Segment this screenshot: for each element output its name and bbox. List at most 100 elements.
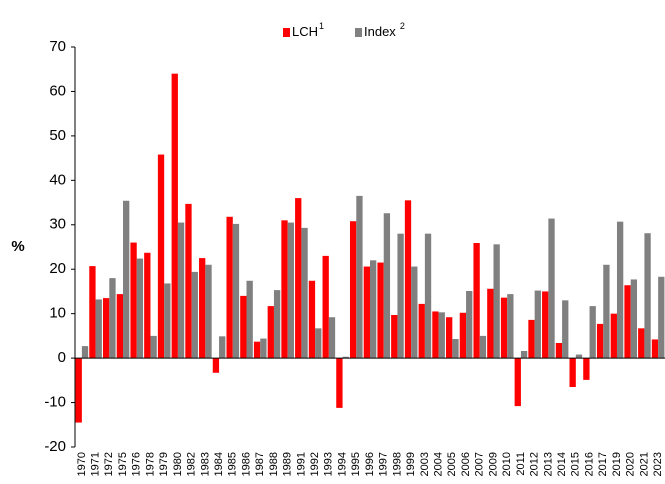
- bar: [308, 280, 316, 359]
- x-tick-label: 1980: [172, 452, 184, 476]
- bar: [520, 351, 528, 359]
- bar: [328, 317, 336, 359]
- bar: [569, 358, 576, 387]
- bar: [164, 283, 171, 359]
- y-tick-label: -20: [44, 438, 66, 455]
- x-tick-label: 2017: [597, 452, 609, 476]
- x-tick-label: 1984: [213, 452, 225, 476]
- x-tick-label: 1991: [295, 452, 307, 476]
- bar: [136, 258, 144, 359]
- x-tick-label: 1992: [309, 452, 321, 476]
- x-tick-label: 1971: [89, 452, 101, 476]
- x-tick-label: 1994: [336, 452, 348, 476]
- bar: [500, 297, 508, 359]
- bar: [651, 339, 659, 359]
- bar: [438, 312, 445, 359]
- bar: [185, 203, 192, 359]
- y-tick-label: 60: [49, 82, 66, 99]
- bar: [287, 222, 294, 359]
- bar: [102, 298, 110, 359]
- bar: [404, 200, 412, 359]
- y-tick-label: 50: [49, 127, 66, 144]
- bar: [205, 264, 212, 359]
- bar: [411, 266, 418, 359]
- bar: [301, 227, 308, 359]
- bar: [171, 73, 178, 359]
- legend-label: LCH1: [292, 21, 324, 39]
- x-tick-label: 1976: [131, 452, 143, 476]
- bar: [267, 306, 274, 359]
- bar: [191, 271, 198, 359]
- bar: [391, 315, 398, 359]
- bar: [232, 223, 240, 359]
- bar: [514, 358, 521, 407]
- bar: [630, 279, 638, 359]
- bar: [596, 323, 604, 359]
- y-tick-label: 0: [58, 349, 66, 366]
- y-tick-label: 40: [49, 171, 66, 188]
- x-tick-label: 1993: [323, 452, 335, 476]
- bar: [75, 358, 82, 423]
- bar: [123, 200, 130, 359]
- bar: [157, 154, 165, 359]
- bar: [81, 346, 89, 359]
- y-tick-label: 10: [49, 305, 66, 322]
- legend-superscript: 1: [319, 21, 324, 31]
- bar: [473, 243, 480, 359]
- bar: [281, 220, 288, 359]
- bar: [356, 195, 363, 359]
- x-tick-label: 1985: [227, 452, 239, 476]
- x-tick-label: 1988: [268, 452, 280, 476]
- bar: [542, 291, 549, 359]
- x-tick-label: 1986: [240, 452, 252, 476]
- x-tick-label: 2006: [460, 452, 472, 476]
- x-tick-label: 1970: [76, 452, 88, 476]
- bar: [212, 358, 220, 373]
- x-tick-label: 1989: [282, 452, 294, 476]
- bar: [370, 260, 377, 359]
- x-tick-label: 1978: [144, 452, 156, 476]
- x-tick-label: 1998: [391, 452, 403, 476]
- y-tick-label: 70: [49, 38, 66, 55]
- legend-swatch: [283, 28, 290, 37]
- bar: [130, 242, 137, 359]
- x-tick-label: 2016: [583, 452, 595, 476]
- x-tick-label: 2015: [570, 452, 582, 476]
- bar: [116, 294, 124, 359]
- x-tick-label: 2020: [625, 452, 637, 476]
- bar: [624, 285, 631, 359]
- bar: [610, 313, 617, 359]
- bar: [638, 328, 645, 359]
- bar: [507, 294, 514, 359]
- x-tick-label: 2023: [652, 452, 664, 476]
- bar: [616, 221, 624, 359]
- bar: [349, 221, 357, 359]
- bar: [493, 244, 500, 359]
- x-tick-label: 1987: [254, 452, 266, 476]
- bar: [432, 311, 439, 359]
- bar: [253, 341, 261, 359]
- bar: [534, 290, 541, 359]
- x-tick-label: 1982: [186, 452, 198, 476]
- y-axis-label: %: [11, 238, 24, 255]
- x-tick-label: 2019: [611, 452, 623, 476]
- bar: [109, 278, 116, 359]
- bar: [226, 216, 233, 359]
- x-tick-label: 1999: [405, 452, 417, 476]
- x-tick-label: 1975: [117, 452, 129, 476]
- bar: [315, 328, 322, 359]
- x-tick-label: 2004: [433, 452, 445, 476]
- bar: [273, 290, 281, 359]
- bar: [589, 306, 596, 359]
- legend-superscript: 2: [400, 21, 405, 31]
- bar: [377, 262, 384, 359]
- x-tick-label: 2014: [556, 452, 568, 476]
- y-tick-label: 20: [49, 260, 66, 277]
- x-tick-label: 1995: [350, 452, 362, 476]
- x-tick-label: 1996: [364, 452, 376, 476]
- bar: [644, 233, 651, 359]
- bar: [555, 343, 563, 359]
- bar: [446, 317, 453, 359]
- x-tick-label: 2021: [638, 452, 650, 476]
